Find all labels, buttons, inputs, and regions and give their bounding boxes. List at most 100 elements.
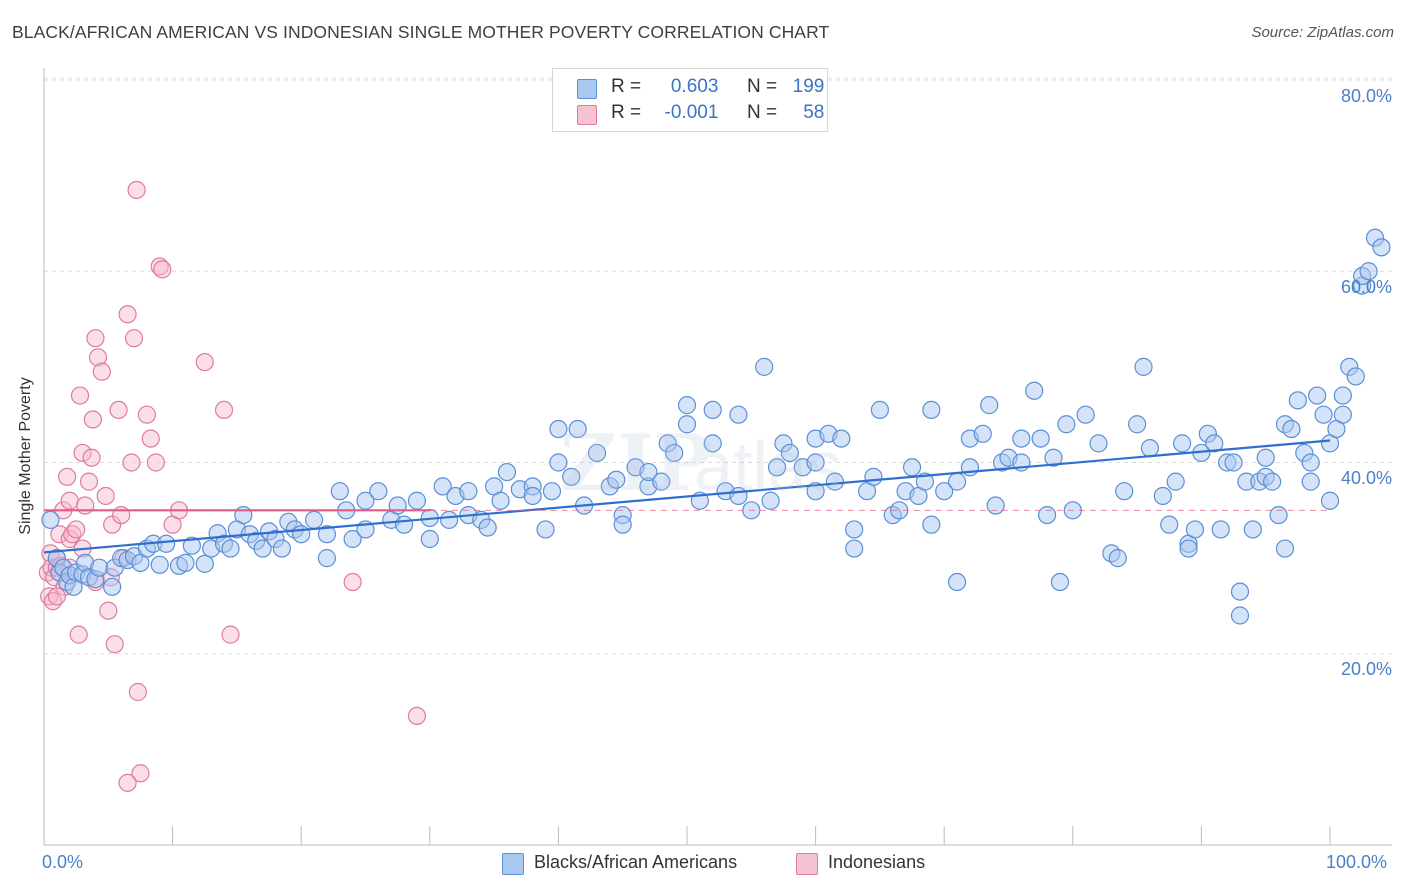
blacks-point: [407, 491, 427, 510]
grid: [44, 77, 1392, 655]
indonesians-point: [83, 410, 102, 429]
indonesians-point: [137, 405, 156, 424]
blacks-point: [1057, 415, 1076, 434]
blacks-point: [922, 400, 941, 420]
legend-label: Indonesians: [828, 852, 926, 872]
blacks-point: [491, 491, 510, 510]
trend-lines: [43, 439, 1331, 554]
blacks-point: [1320, 491, 1340, 510]
y-tick-20: 20.0%: [1340, 659, 1392, 679]
blacks-point: [542, 482, 562, 501]
blacks-point: [1333, 386, 1352, 405]
blacks-point: [420, 529, 439, 549]
blacks-point: [536, 520, 555, 539]
y-tick-40: 40.0%: [1340, 468, 1392, 488]
indonesians-point: [153, 260, 172, 279]
indonesians-point: [47, 587, 66, 606]
blacks-point: [1076, 405, 1095, 424]
blacks-point: [103, 577, 122, 596]
blacks-point: [652, 472, 671, 491]
indonesians-point: [131, 764, 150, 783]
indonesians-point: [195, 352, 214, 372]
blacks-point: [157, 534, 176, 553]
blacks-point: [1037, 505, 1057, 525]
blacks-point: [1012, 429, 1031, 448]
blacks-point: [439, 510, 459, 529]
blacks-point: [1160, 515, 1179, 534]
indonesians-point: [128, 682, 147, 702]
blacks-point: [388, 496, 407, 515]
blacks-point: [1166, 472, 1185, 491]
blacks-point: [1314, 405, 1333, 424]
n-value: 199: [792, 76, 825, 97]
indonesians-point: [76, 496, 95, 515]
blacks-point: [902, 458, 922, 477]
source-label: Source: ZipAtlas.com: [1251, 24, 1394, 41]
blacks-point: [761, 491, 780, 510]
blacks-point: [1153, 486, 1172, 506]
indonesians-point: [146, 453, 165, 472]
blue-swatch: [502, 853, 524, 875]
y-tick-60: 60.0%: [1340, 277, 1392, 297]
blacks-point: [549, 453, 568, 472]
indonesians-point: [127, 180, 146, 200]
indonesians-point: [70, 386, 90, 405]
indonesians-point: [96, 486, 115, 506]
indonesians-point: [60, 491, 79, 510]
blacks-point: [549, 419, 568, 439]
pink-swatch: [577, 105, 597, 125]
blacks-point: [562, 467, 581, 486]
blacks-point: [1050, 572, 1070, 592]
blacks-point: [1173, 434, 1192, 453]
x-tick-0: 0.0%: [42, 852, 84, 872]
blacks-point: [1211, 520, 1230, 539]
watermark: ZIP atlas: [560, 418, 842, 509]
blacks-point: [607, 470, 626, 489]
blacks-point: [870, 400, 890, 420]
blacks-point: [973, 424, 992, 443]
blacks-point: [1372, 238, 1391, 257]
indonesians-point: [67, 520, 86, 539]
blacks-point: [1044, 448, 1063, 467]
blacks-point: [459, 482, 478, 501]
blacks-point: [272, 539, 292, 558]
blacks-point: [947, 472, 967, 491]
blacks-point: [1140, 439, 1160, 458]
blacks-point: [195, 554, 214, 573]
blacks-point: [1308, 386, 1327, 405]
n-label: N =: [746, 102, 778, 123]
r-label: R =: [611, 76, 642, 97]
axes: [43, 68, 1392, 846]
blacks-point: [703, 434, 722, 453]
blacks-point: [922, 515, 941, 534]
n-value: 58: [803, 102, 825, 123]
blacks-point: [1256, 448, 1275, 467]
y-axis-label: Single Mother Poverty: [17, 377, 34, 535]
blacks-point: [1031, 429, 1050, 448]
blacks-point: [253, 539, 272, 558]
blacks-point: [780, 443, 799, 463]
blacks-point: [845, 539, 864, 558]
blacks-point: [41, 510, 60, 529]
blacks-point: [433, 477, 452, 496]
blacks-point: [478, 518, 497, 537]
blacks-point: [1301, 453, 1320, 472]
indonesians-point: [73, 443, 92, 463]
indonesians-point: [150, 257, 169, 276]
indonesians-point: [124, 329, 144, 348]
blacks-point: [980, 396, 999, 415]
blacks-point: [639, 462, 658, 482]
blacks-point: [1230, 606, 1250, 625]
indonesians-point: [92, 362, 111, 381]
blacks-point: [1346, 367, 1365, 386]
blacks-point: [343, 529, 362, 549]
indonesians-point: [141, 429, 160, 448]
svg-text:atlas: atlas: [694, 427, 842, 505]
blacks-point: [1275, 539, 1295, 558]
blacks-point: [825, 472, 844, 491]
blacks-point: [845, 520, 864, 539]
blacks-point: [1301, 472, 1320, 491]
blacks-point: [755, 357, 774, 376]
blacks-point: [767, 458, 787, 477]
blacks-point: [150, 555, 169, 574]
